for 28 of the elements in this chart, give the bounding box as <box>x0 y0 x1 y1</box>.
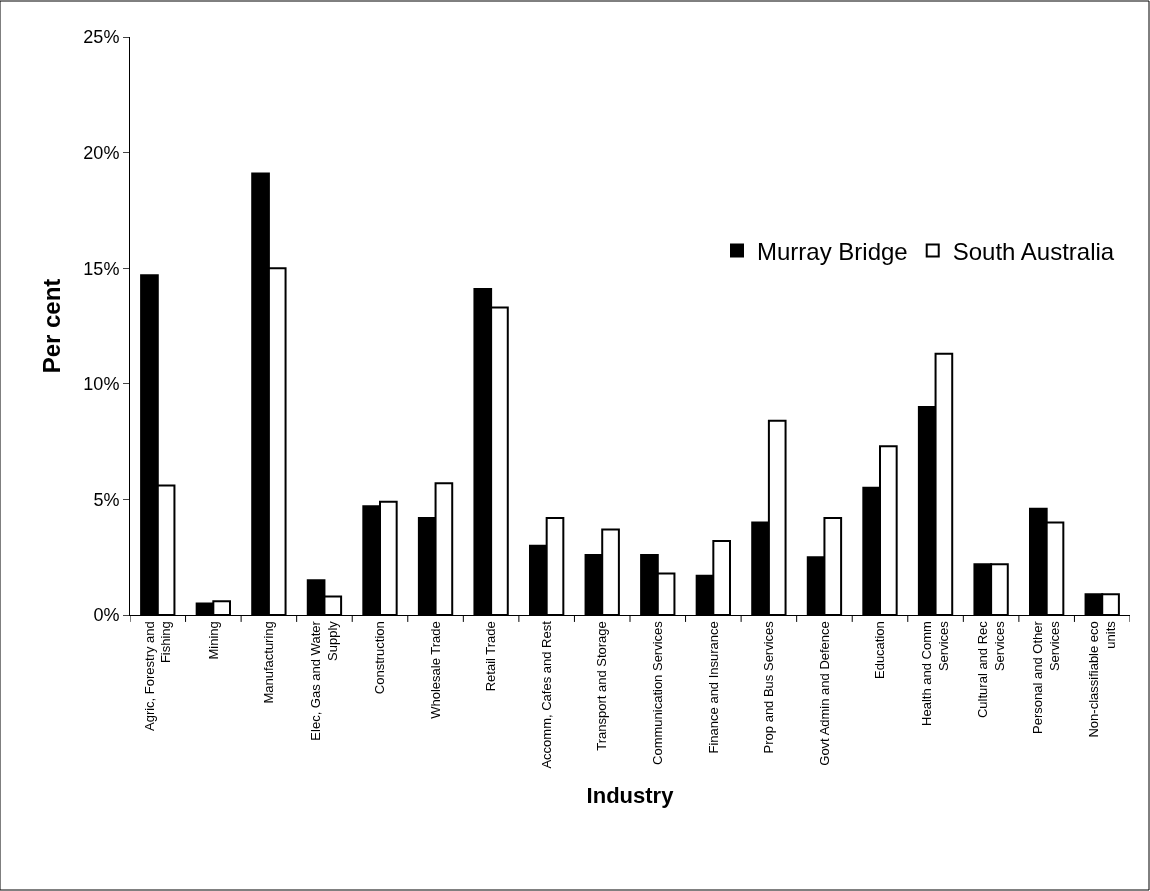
y-tick-label: 15% <box>83 258 120 279</box>
x-tick-label: Health and Comm Services <box>919 620 952 726</box>
y-tick-label: 5% <box>93 489 120 510</box>
y-tick-label: 20% <box>83 142 120 163</box>
y-axis-title: Per cent <box>38 278 66 374</box>
x-tick-label: Construction <box>372 621 388 695</box>
x-tick-label: Non-classifiable eco units <box>1085 620 1118 738</box>
x-tick-label: Wholesale Trade <box>427 621 443 719</box>
x-axis-title: Industry <box>586 783 675 809</box>
x-tick-label: Education <box>872 621 888 680</box>
x-tick-label: Agric, Forestry and Fishing <box>141 621 174 732</box>
y-tick-label: 10% <box>83 374 120 395</box>
x-tick-label: Finance and Insurance <box>705 621 721 754</box>
x-tick-label: Mining <box>205 621 221 660</box>
y-tick-label: 25% <box>83 27 120 48</box>
x-tick-label: Elec, Gas and Water Supply <box>308 620 341 741</box>
x-tick-label: Communication Services <box>650 620 666 765</box>
x-tick-label: Transport and Storage <box>594 621 610 751</box>
y-tick-label: 0% <box>93 605 120 626</box>
x-tick-label: Manufacturing <box>261 621 277 704</box>
legend-label: South Australia <box>952 237 1115 265</box>
x-tick-label: Personal and Other Services <box>1030 620 1063 734</box>
x-tick-label: Accomm, Cafes and Rest <box>538 620 554 769</box>
x-tick-label: Prop and Bus Services <box>761 620 777 754</box>
x-tick-label: Cultural and Rec Services <box>974 620 1007 719</box>
x-tick-label: Retail Trade <box>483 621 499 692</box>
x-tick-label: Govt Admin and Defence <box>816 621 832 766</box>
legend-label: Murray Bridge <box>757 237 908 265</box>
